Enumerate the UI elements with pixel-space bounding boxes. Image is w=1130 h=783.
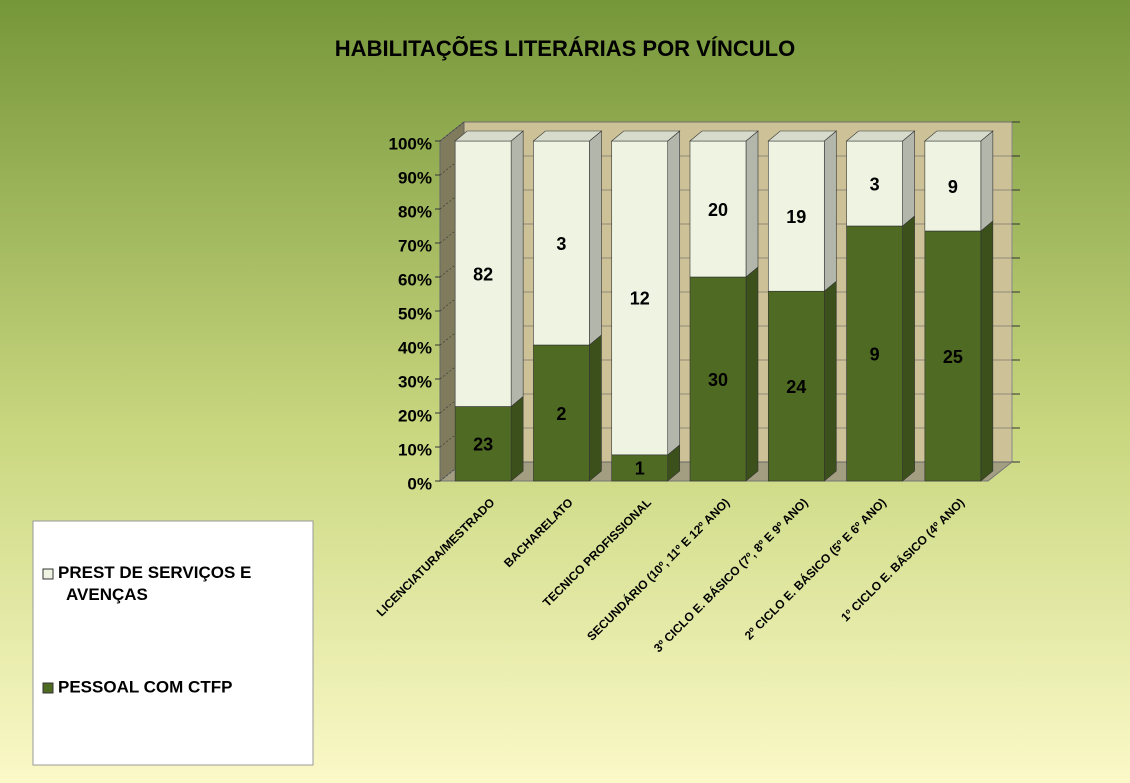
bar [611,140,669,456]
bar [533,140,590,346]
bar-side [980,220,994,482]
legend-label: PESSOAL COM CTFP [58,677,232,696]
bar-side [745,266,759,482]
bar [767,290,825,482]
bar-side [589,334,602,482]
y-tick-label: 30% [398,372,432,391]
bar [454,140,512,407]
bar [846,140,903,227]
data-label: 9 [948,177,958,197]
data-label: 24 [786,377,806,397]
y-tick-label: 100% [389,134,432,153]
y-tick-label: 50% [398,304,432,323]
data-label: 82 [473,265,493,285]
bar-side [667,130,681,456]
y-tick-label: 80% [398,202,432,221]
bar-top [689,130,759,142]
y-tick-label: 0% [407,474,432,493]
y-tick-label: 10% [398,440,432,459]
chart-title: HABILITAÇÕES LITERÁRIAS POR VÍNCULO [335,36,795,61]
bar [924,230,982,482]
data-label: 2 [556,404,566,424]
legend-label: PREST DE SERVIÇOS E AVENÇAS [58,563,251,604]
bar-side [823,280,837,482]
bar-side [510,395,524,482]
bar-top [924,130,994,142]
legend-swatch [42,682,54,694]
bar [846,225,903,482]
data-label: 20 [708,200,728,220]
data-label: 3 [870,174,880,194]
bar [689,140,747,278]
legend-swatch [42,568,54,580]
data-label: 3 [556,234,566,254]
bar [454,406,512,482]
bar [611,454,669,482]
y-tick-label: 70% [398,236,432,255]
grid-line-side [439,121,465,142]
bar [533,344,590,482]
bar-side [823,130,837,292]
bar-top [767,130,838,142]
data-label: 23 [473,435,493,455]
legend-label-line: PREST DE SERVIÇOS E [58,563,251,582]
data-label: 30 [708,370,728,390]
legend [32,520,314,766]
bar-side [745,130,759,278]
bar-top [610,130,681,142]
bar-top [454,130,524,142]
bar-side [980,130,994,232]
data-label: 9 [870,344,880,364]
data-label: 19 [786,207,806,227]
bar-side [589,130,602,346]
bar [924,140,982,232]
bar-top [532,130,603,142]
data-label: 25 [943,347,963,367]
y-tick-label: 20% [398,406,432,425]
legend-label-line: AVENÇAS [66,585,148,604]
bar-top [845,130,916,142]
bar [689,276,747,482]
y-tick-label: 60% [398,270,432,289]
bar-side [902,130,915,227]
y-tick-label: 40% [398,338,432,357]
bar [767,140,825,292]
bar-side [510,130,524,408]
data-label: 12 [630,289,650,309]
data-label: 1 [635,459,645,479]
y-tick-label: 90% [398,168,432,187]
bar-side [902,215,915,482]
